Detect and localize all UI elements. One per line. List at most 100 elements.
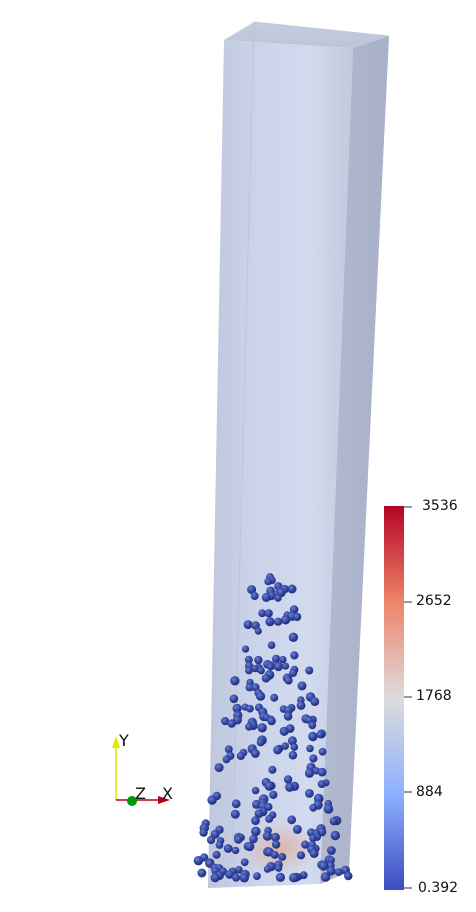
- particle: [274, 594, 282, 602]
- particle: [207, 795, 217, 805]
- particle: [264, 577, 272, 586]
- particle: [296, 851, 306, 860]
- particle: [242, 645, 250, 653]
- particle-cloud: [193, 573, 353, 883]
- particle: [289, 873, 299, 883]
- particle: [243, 620, 253, 630]
- particle: [227, 719, 236, 728]
- particle: [269, 790, 278, 799]
- particle: [224, 745, 233, 754]
- particle: [330, 830, 340, 841]
- particle: [245, 722, 253, 731]
- particle: [253, 872, 261, 880]
- particle: [327, 846, 336, 855]
- particle: [323, 804, 334, 814]
- particle: [274, 864, 283, 872]
- particle: [334, 868, 343, 876]
- particle: [283, 775, 293, 784]
- particle: [278, 852, 287, 861]
- particle: [225, 870, 234, 879]
- particle: [268, 765, 277, 774]
- particle: [287, 584, 297, 594]
- particle: [221, 717, 230, 726]
- particle: [264, 802, 273, 811]
- x-axis-label: X: [162, 784, 173, 803]
- particle: [244, 655, 253, 664]
- particle: [197, 868, 207, 878]
- particle: [265, 617, 275, 627]
- particle: [270, 850, 279, 859]
- particle: [254, 655, 263, 665]
- particle: [279, 726, 289, 736]
- particle: [284, 676, 293, 685]
- particle: [305, 789, 314, 798]
- particle: [222, 755, 231, 764]
- particle: [261, 592, 271, 602]
- particle: [256, 691, 266, 701]
- particle: [257, 723, 267, 733]
- particle: [275, 872, 285, 883]
- particle: [270, 693, 279, 702]
- particle: [231, 799, 241, 809]
- z-axis-label: Z: [135, 784, 146, 803]
- particle: [258, 609, 267, 618]
- orientation-axes[interactable]: [112, 736, 170, 806]
- particle: [234, 835, 243, 844]
- particle: [282, 662, 290, 670]
- particle: [232, 703, 242, 714]
- particle: [236, 751, 245, 761]
- box-side-face: [320, 36, 389, 884]
- particle: [247, 585, 257, 595]
- particle: [199, 828, 208, 837]
- particle: [285, 782, 295, 792]
- particle: [267, 716, 276, 726]
- particle: [261, 673, 271, 683]
- particle: [193, 856, 204, 866]
- particle: [251, 665, 259, 673]
- particle: [251, 786, 260, 795]
- particle: [274, 617, 283, 626]
- particle: [305, 666, 314, 675]
- particle: [210, 873, 220, 883]
- x-axis-arrow-icon: [158, 796, 170, 804]
- particle: [206, 835, 216, 845]
- particle: [265, 814, 274, 823]
- particle: [214, 763, 224, 773]
- particle: [267, 641, 276, 649]
- particle: [292, 612, 302, 622]
- particle: [318, 861, 329, 871]
- particle: [254, 627, 262, 635]
- particle: [320, 872, 331, 882]
- particle: [326, 866, 336, 876]
- particle: [297, 681, 307, 691]
- particle: [281, 615, 291, 625]
- colorbar-min-label: 0.392: [418, 880, 459, 896]
- particle: [281, 742, 290, 750]
- colorbar: [384, 506, 404, 890]
- particle: [251, 749, 260, 758]
- colorbar-label-2652: 2652: [416, 593, 452, 609]
- y-axis-arrow-icon: [112, 736, 120, 748]
- particle: [308, 731, 318, 742]
- colorbar-label-1768: 1768: [416, 688, 452, 704]
- particle: [316, 731, 324, 739]
- particle: [296, 701, 306, 710]
- particle: [256, 738, 265, 747]
- particle: [245, 841, 255, 852]
- particle: [223, 844, 233, 853]
- particle: [306, 744, 314, 753]
- particle: [318, 747, 327, 756]
- particle: [310, 697, 320, 706]
- particle: [257, 666, 265, 675]
- particle: [235, 866, 243, 874]
- hotspot-glow: [240, 822, 320, 874]
- particle: [292, 824, 302, 834]
- particle: [264, 781, 275, 791]
- particle: [283, 711, 293, 721]
- particle: [288, 632, 299, 642]
- particle: [246, 704, 254, 713]
- particle: [290, 651, 299, 660]
- particle: [289, 669, 298, 678]
- particle: [317, 767, 327, 777]
